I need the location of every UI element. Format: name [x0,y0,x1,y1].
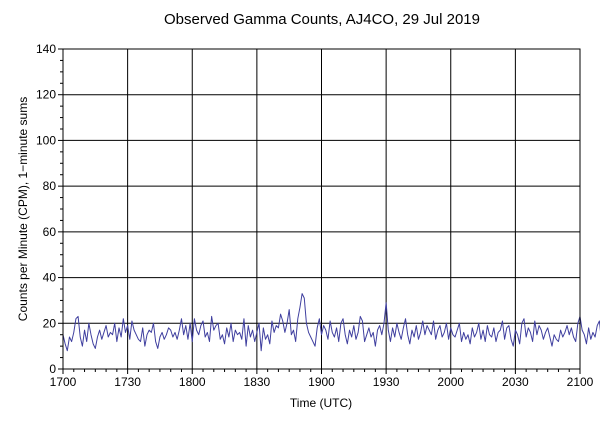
x-tick-label: 1800 [179,375,206,389]
x-tick-label: 1730 [114,375,141,389]
y-tick-label: 80 [43,179,57,193]
series-layer [62,293,600,352]
x-axis-ticks: 1700 1730 1800 1830 1900 1930 2000 2030 2100 [50,369,594,389]
x-tick-label: 2000 [437,375,464,389]
y-axis-ticks: 0 20 40 60 80 100 120 140 [36,42,63,376]
x-tick-label: 1900 [308,375,335,389]
y-axis-label: Counts per Minute (CPM), 1−minute sums [16,97,30,321]
grid-lines [63,49,580,369]
y-tick-label: 120 [36,88,56,102]
y-tick-label: 0 [49,362,56,376]
x-tick-label: 2030 [502,375,529,389]
chart-title: Observed Gamma Counts, AJ4CO, 29 Jul 201… [164,11,480,28]
x-tick-label: 1930 [373,375,400,389]
y-tick-label: 140 [36,42,56,56]
series-line-gamma-cpm [62,293,600,352]
x-axis-label: Time (UTC) [290,396,352,410]
y-tick-label: 20 [43,316,57,330]
y-tick-label: 60 [43,225,57,239]
y-tick-label: 40 [43,271,57,285]
x-tick-label: 2100 [567,375,594,389]
x-tick-label: 1830 [244,375,271,389]
y-tick-label: 100 [36,133,56,147]
plot-frame [62,48,581,370]
x-tick-label: 1700 [50,375,77,389]
